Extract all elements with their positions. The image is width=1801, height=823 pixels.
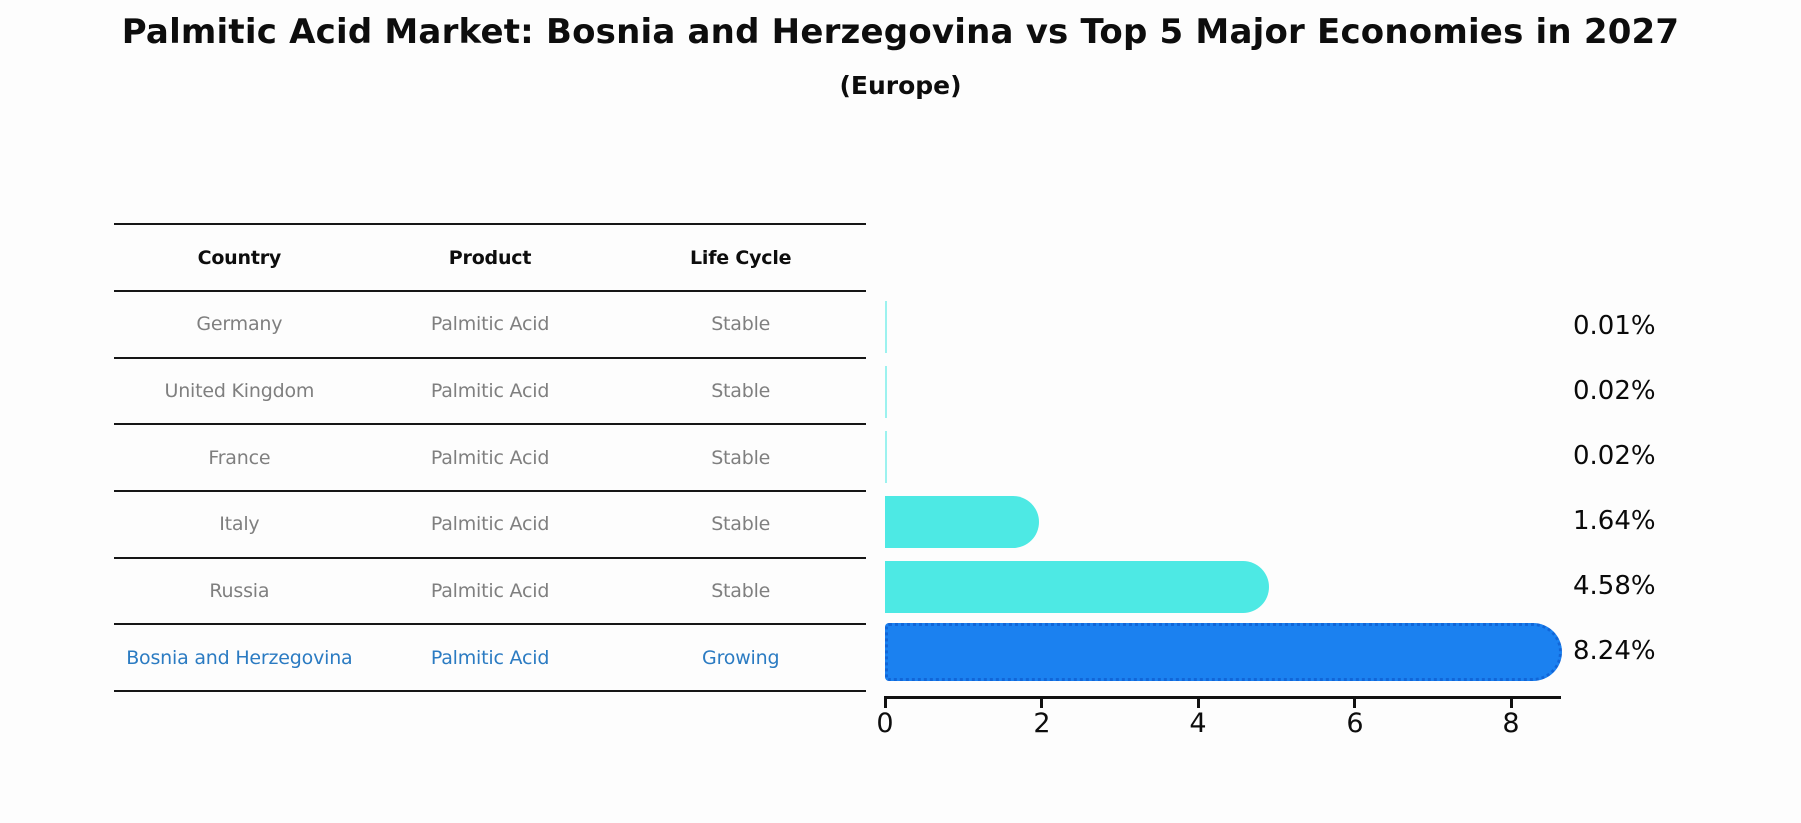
cell-life-cycle: Growing <box>702 646 780 669</box>
cell-life-cycle: Stable <box>711 446 771 469</box>
bar-france <box>885 431 887 483</box>
data-table: Country Product Life Cycle Germany Palmit… <box>114 223 866 693</box>
cell-country: France <box>208 446 271 469</box>
value-label-bosnia-and-herzegovina: 8.24% <box>1573 636 1656 666</box>
value-label-italy: 1.64% <box>1573 506 1656 536</box>
cell-country: Italy <box>219 513 260 536</box>
cell-life-cycle: Stable <box>711 580 771 603</box>
value-label-france: 0.02% <box>1573 441 1656 471</box>
table-row-russia: Russia Palmitic Acid Stable <box>114 559 866 626</box>
column-header-country: Country <box>197 246 282 269</box>
page-subtitle: (Europe) <box>839 71 962 100</box>
cell-country: Germany <box>196 313 283 336</box>
x-axis-tick-label-2: 2 <box>1033 708 1051 739</box>
x-axis-line <box>885 696 1561 699</box>
value-label-united-kingdom: 0.02% <box>1573 376 1656 406</box>
table-row-italy: Italy Palmitic Acid Stable <box>114 492 866 559</box>
cell-life-cycle: Stable <box>711 513 771 536</box>
cell-country: Russia <box>209 580 270 603</box>
x-axis-tick-label-4: 4 <box>1189 708 1207 739</box>
cell-life-cycle: Stable <box>711 313 771 336</box>
bar-italy <box>885 496 1039 548</box>
cell-product: Palmitic Acid <box>430 313 550 336</box>
value-label-russia: 4.58% <box>1573 571 1656 601</box>
bar-russia <box>885 561 1269 613</box>
bar-united-kingdom <box>885 366 887 418</box>
x-axis-tick-6 <box>1353 696 1356 708</box>
cell-product: Palmitic Acid <box>430 380 550 403</box>
cell-product: Palmitic Acid <box>430 446 550 469</box>
cell-product: Palmitic Acid <box>430 513 550 536</box>
bar-germany <box>885 301 887 353</box>
cell-country: United Kingdom <box>164 380 315 403</box>
table-row-germany: Germany Palmitic Acid Stable <box>114 292 866 359</box>
x-axis-tick-8 <box>1510 696 1513 708</box>
table-body: Germany Palmitic Acid Stable United Kingdom… <box>114 292 866 693</box>
column-header-product: Product <box>448 246 532 269</box>
cell-country: Bosnia and Herzegovina <box>126 646 353 669</box>
x-axis-tick-0 <box>884 696 887 708</box>
x-axis-tick-2 <box>1040 696 1043 708</box>
x-axis-tick-label-0: 0 <box>876 708 894 739</box>
table-row-united-kingdom: United Kingdom Palmitic Acid Stable <box>114 359 866 426</box>
x-axis-tick-4 <box>1197 696 1200 708</box>
cell-product: Palmitic Acid <box>430 580 550 603</box>
cell-product: Palmitic Acid <box>430 646 550 669</box>
table-row-bosnia-and-herzegovina: Bosnia and Herzegovina Palmitic Acid Growi… <box>114 625 866 693</box>
bar-bosnia-and-herzegovina <box>885 623 1562 681</box>
page-title: Palmitic Acid Market: Bosnia and Herzego… <box>121 12 1680 52</box>
value-label-germany: 0.01% <box>1573 311 1656 341</box>
table-header-row: Country Product Life Cycle <box>114 225 866 292</box>
x-axis-tick-label-6: 6 <box>1346 708 1364 739</box>
x-axis-tick-label-8: 8 <box>1502 708 1520 739</box>
cell-life-cycle: Stable <box>711 380 771 403</box>
table-row-france: France Palmitic Acid Stable <box>114 425 866 493</box>
column-header-life-cycle: Life Cycle <box>689 246 792 269</box>
